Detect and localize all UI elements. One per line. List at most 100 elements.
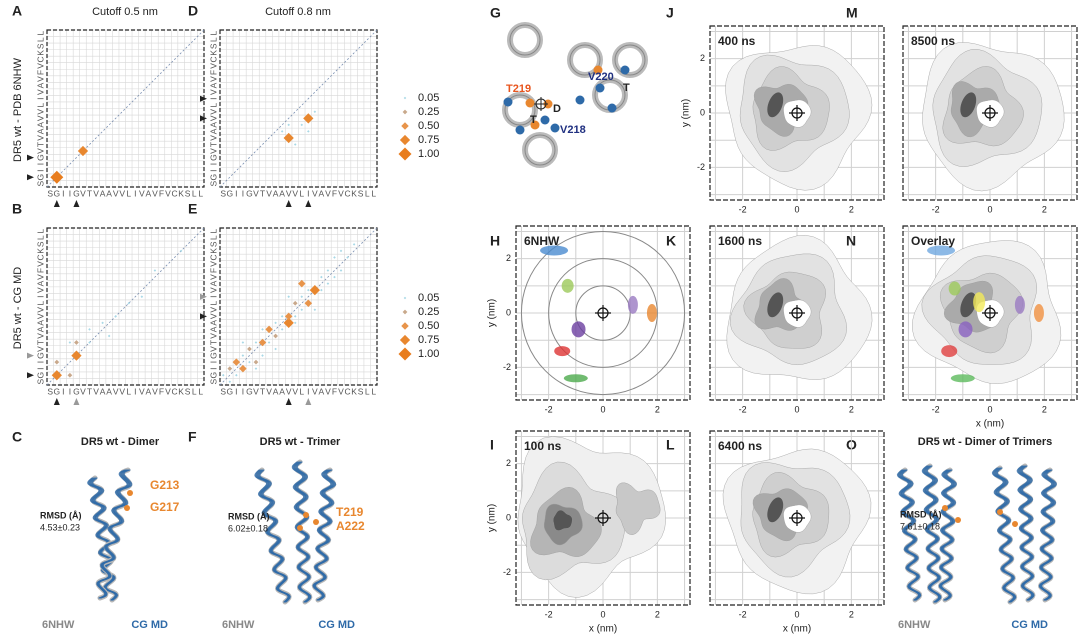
contact [274,321,277,325]
panel-label: 6400 ns [718,439,762,453]
x-residue: L [126,188,131,198]
x-residue: L [192,188,197,198]
residue-bead [303,512,309,518]
contact [283,132,294,144]
panel-label: 100 ns [524,439,562,453]
contact [127,301,131,305]
y-residue: I [35,169,45,171]
helix-top [524,134,556,166]
y-residue: A [208,82,218,88]
helix [941,469,957,601]
y-residue: V [208,148,218,154]
rmsd-label: RMSD (Å) [900,509,942,519]
contact [261,354,264,357]
x-residue: V [253,188,259,198]
panel-frame [515,225,691,401]
y-tick-label: -2 [697,162,705,172]
contact [333,275,336,279]
x-tick-label: 2 [849,204,854,214]
y-residue: L [208,229,218,234]
legend-label: 0.25 [418,106,439,118]
x-residue: I [62,188,64,198]
x-residue: F [332,188,337,198]
y-residue: K [35,248,45,254]
bead [503,97,513,107]
contact [74,340,79,345]
residue-label: T219 [506,83,531,95]
contact [114,315,117,318]
x-residue: V [119,188,125,198]
x-residue: V [93,386,99,396]
x-residue: I [134,188,136,198]
cluster [627,295,638,314]
y-residue: G [35,352,45,359]
y-residue: V [35,148,45,154]
cluster [941,345,958,358]
x-residue: V [266,188,272,198]
x-residue: A [146,386,152,396]
contact [54,359,60,365]
contact [280,130,284,133]
x-residue: L [299,386,304,396]
map-frame [219,227,378,386]
x-residue: A [100,188,106,198]
helix-top [504,94,536,126]
y-residue: I [35,296,45,298]
panel-frame [709,25,885,201]
contact [273,333,278,339]
rmsd-label: RMSD (Å) [40,510,82,520]
contact [179,249,183,253]
helix [98,469,133,599]
y-tick-label: -2 [503,567,511,577]
contact [280,315,284,318]
contact [254,341,258,344]
y-axis-label: y (nm) [487,299,498,327]
x-residue: V [139,386,145,396]
contact [241,341,245,344]
helix [313,469,336,601]
y-residue: C [208,254,218,260]
cluster [1014,295,1025,314]
bead [593,65,603,75]
x-axis-label: x (nm) [976,419,1004,430]
x-residue: C [171,188,177,198]
x-residue: V [312,188,318,198]
residue-bead [313,519,319,525]
contact [67,372,73,378]
y-residue: I [35,367,45,369]
contact [313,308,317,312]
residue-label: G217 [150,500,180,514]
contact [77,145,89,157]
cluster [646,304,657,322]
rmsd-label: RMSD (Å) [228,511,270,521]
contact [303,113,314,124]
x-residue: L [126,386,131,396]
y-tick-label: 0 [506,512,511,522]
panel-letter: F [188,429,197,445]
panel-letter: A [12,3,22,19]
x-residue: V [266,386,272,396]
contact [300,308,304,312]
contact [313,110,317,114]
x-residue: L [198,386,203,396]
y-residue: V [35,63,45,69]
x-residue: I [242,188,244,198]
x-residue: K [351,386,357,396]
x-residue: A [273,188,279,198]
y-residue: I [35,361,45,363]
panel-frame [515,430,691,606]
y-residue: K [208,248,218,254]
contact [239,364,247,373]
x-residue: S [220,188,226,198]
arrow [285,200,292,207]
contact [333,256,336,259]
y-residue: S [208,181,218,187]
legend-marker [403,96,407,100]
residue-label: D [553,103,561,115]
x-residue: F [332,386,337,396]
y-residue: V [35,287,45,293]
y-residue: G [208,372,218,379]
contact [307,130,310,133]
y-residue: V [208,115,218,121]
y-residue: I [208,169,218,171]
